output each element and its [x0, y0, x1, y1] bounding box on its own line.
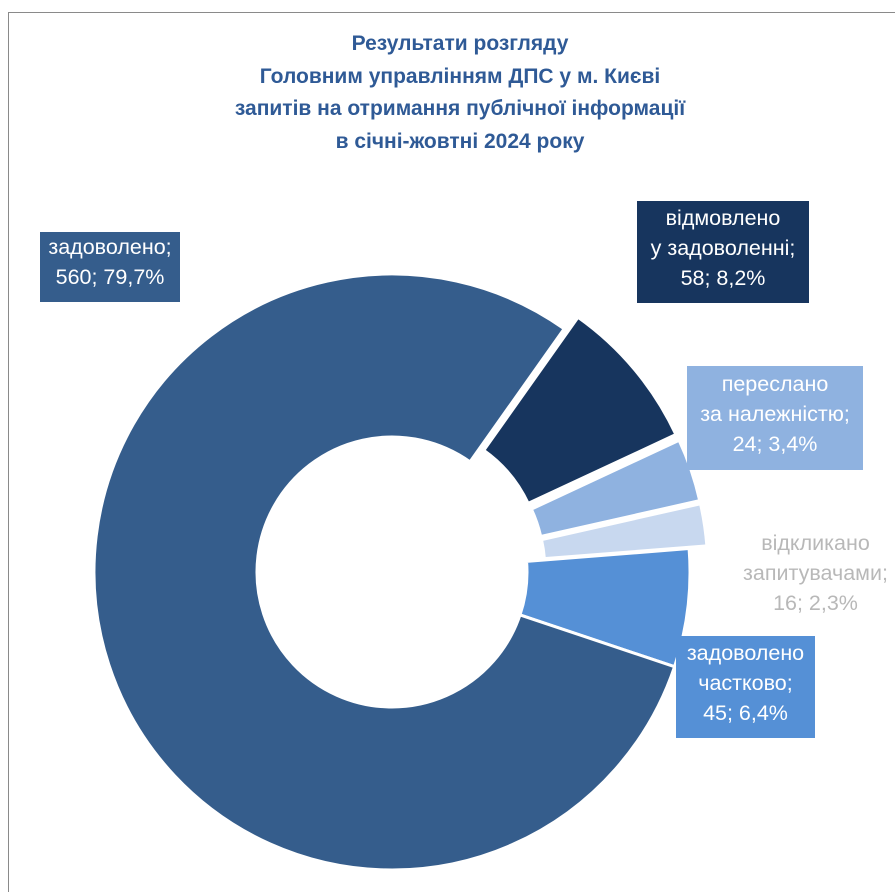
slice-satisfied: [92, 272, 677, 872]
data-label-line: запитувачами;: [743, 561, 888, 585]
data-label-line: задоволено: [686, 641, 805, 665]
chart-title-line-3: запитів на отримання публічної інформаці…: [234, 97, 686, 120]
slice-forwarded: [529, 438, 702, 539]
data-label-forwarded: переслано за належністю; 24; 3,4%: [687, 366, 863, 470]
chart-title: Результати розгляду Головним управлінням…: [200, 28, 720, 158]
data-label-line: відмовлено: [665, 206, 781, 230]
data-label-line: 45; 6,4%: [703, 701, 788, 725]
data-label-withdrawn: відкликано запитувачами; 16; 2,3%: [736, 526, 895, 628]
chart-frame: [8, 12, 895, 892]
chart-title-line-2: Головним управлінням ДПС у м. Києві: [259, 64, 661, 88]
data-label-line: 560; 79,7%: [55, 265, 165, 289]
data-label-line: задоволено;: [48, 235, 172, 259]
data-label-line: переслано: [721, 372, 829, 396]
data-label-line: 16; 2,3%: [773, 591, 858, 615]
data-label-refused: відмовлено у задоволенні; 58; 8,2%: [637, 201, 809, 303]
chart-title-line-1: Результати розгляду: [351, 32, 569, 55]
slice-refused: [481, 315, 678, 506]
data-label-line: за належністю;: [700, 402, 850, 426]
data-label-line: відкликано: [761, 531, 870, 555]
data-label-line: 24; 3,4%: [732, 432, 818, 456]
data-label-satisfied: задоволено; 560; 79,7%: [40, 232, 180, 302]
chart-title-line-4: в січні-жовтні 2024 року: [335, 129, 585, 153]
data-label-line: у задоволенні;: [650, 236, 796, 260]
data-label-partially-satisfied: задоволено частково; 45; 6,4%: [676, 636, 815, 738]
data-label-line: частково;: [698, 671, 793, 695]
data-label-line: 58; 8,2%: [680, 266, 766, 290]
